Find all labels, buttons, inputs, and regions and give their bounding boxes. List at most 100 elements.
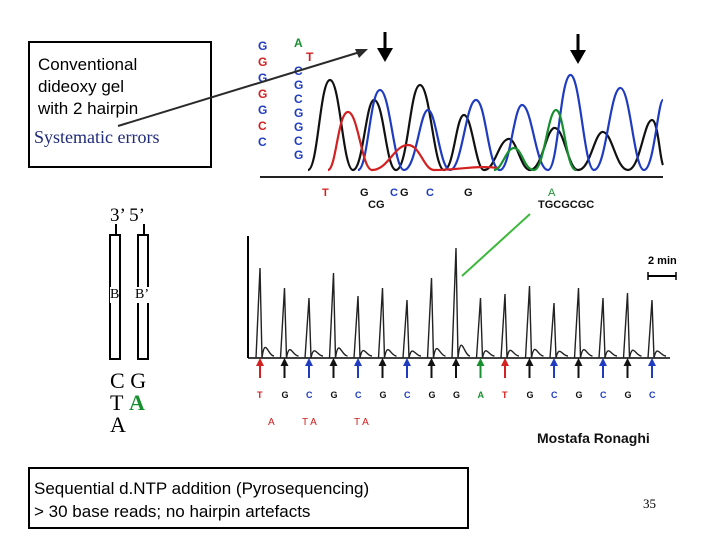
- up-arrow-icon: [648, 358, 656, 378]
- green-connector-line: [461, 213, 531, 277]
- pair-left-base: A: [110, 412, 126, 437]
- base-call: T: [322, 187, 329, 199]
- hairpin-end-labels: 3’ 5’: [110, 205, 145, 227]
- pair-right-base: A: [128, 390, 145, 415]
- pyrogram-base-call: C: [649, 390, 656, 400]
- up-arrow-icon: [403, 358, 411, 378]
- pyrogram-peaks: [255, 247, 667, 359]
- pyrogram-base-call: C: [600, 390, 607, 400]
- up-arrow-icon: [280, 358, 289, 378]
- gel-left-base: G: [258, 103, 268, 117]
- pyrogram-base-call: G: [625, 390, 632, 400]
- pair-left-base: T: [110, 390, 124, 415]
- pyrogram-peak: [647, 299, 667, 359]
- up-arrow-icon: [574, 358, 583, 378]
- pair-row: C G: [110, 370, 146, 392]
- pyrogram-peak: [451, 247, 471, 359]
- pyrogram-base-call: T: [502, 390, 508, 400]
- up-arrow-icon: [599, 358, 607, 378]
- scale-bar-label: 2 min: [648, 255, 677, 267]
- trace-green: [493, 108, 577, 172]
- extra-base: T A: [302, 417, 317, 428]
- base-call: A: [548, 187, 556, 199]
- pyrosequencing-textbox: Sequential d.NTP addition (Pyrosequencin…: [28, 467, 469, 529]
- pyrogram-base-call: C: [306, 390, 313, 400]
- pair-row: T A: [110, 392, 146, 414]
- gel-right-base: C: [294, 134, 303, 148]
- pointer-line: [117, 51, 361, 127]
- credit-label: Mostafa Ronaghi: [537, 430, 650, 446]
- trace-black: [306, 78, 665, 172]
- page-number: 35: [643, 496, 656, 511]
- pyrogram-peak: [475, 297, 495, 359]
- gel-ladder: G G G G G C C A T C G C G G C G: [258, 36, 328, 178]
- textbox-line-2: dideoxy gel: [38, 77, 125, 96]
- up-arrow-icon: [525, 358, 534, 378]
- base-call-group: CG: [368, 199, 385, 211]
- pyrogram-peak: [524, 285, 544, 359]
- gel-left-base: G: [258, 55, 268, 69]
- scale-bar: 2 min: [647, 255, 677, 280]
- down-arrow-icon: [377, 32, 393, 62]
- pyrogram-base-call: G: [453, 390, 460, 400]
- base-call: C: [426, 187, 434, 199]
- pyrogram-peak: [426, 277, 446, 359]
- gel-left-base: G: [258, 71, 268, 85]
- gel-left-base: C: [258, 135, 267, 149]
- five-prime-label: 5’: [129, 205, 145, 226]
- pyrogram-peak: [279, 287, 299, 359]
- gel-left-base: G: [258, 87, 268, 101]
- dideoxy-gel-textbox: Conventional dideoxy gel with 2 hairpin …: [28, 41, 212, 168]
- up-arrow-icon: [305, 358, 313, 378]
- pyrogram-base-call: G: [331, 390, 338, 400]
- gel-right-base: A: [294, 36, 303, 50]
- pyrogram-peak: [573, 287, 593, 359]
- pyrogram-peak: [328, 272, 348, 359]
- strand-left-label: B: [110, 287, 120, 303]
- textbox-line-3: with 2 hairpin: [38, 99, 139, 118]
- textbox-line-2: > 30 base reads; no hairpin artefacts: [34, 502, 311, 521]
- pointer-arrowhead-icon: [355, 49, 368, 58]
- gel-left-base: C: [258, 119, 267, 133]
- strand-right-label: B’: [135, 287, 149, 303]
- pyrogram-peak: [304, 297, 324, 359]
- pyrogram-peak: [402, 299, 422, 359]
- up-arrow-icon: [427, 358, 436, 378]
- pyrogram-peak: [377, 287, 397, 359]
- pyrogram-base-call: T: [257, 390, 263, 400]
- pyrogram-base-call: G: [527, 390, 534, 400]
- gel-right-base: C: [294, 92, 303, 106]
- chromatogram: T G C G C G A CG TGCGCGC: [260, 32, 665, 211]
- gel-right-base: T: [306, 50, 314, 64]
- up-arrow-icon: [501, 358, 509, 378]
- systematic-errors-label: Systematic errors: [34, 127, 160, 147]
- textbox-line-1: Sequential d.NTP addition (Pyrosequencin…: [34, 479, 370, 498]
- up-arrow-icon: [476, 358, 485, 378]
- gel-right-base: G: [294, 148, 304, 162]
- pair-left-base: C: [110, 368, 125, 393]
- up-arrow-icon: [354, 358, 362, 378]
- up-arrow-icon: [256, 358, 264, 378]
- pyrogram-base-call: G: [380, 390, 387, 400]
- extra-base: T A: [354, 417, 369, 428]
- down-arrow-icon: [570, 34, 586, 64]
- pyrogram-peak: [549, 302, 569, 359]
- pyrogram-peak: [500, 293, 520, 359]
- textbox-line-1: Conventional: [38, 55, 138, 74]
- chromatogram-base-calls: T G C G C G A CG TGCGCGC: [322, 187, 594, 211]
- gel-right-base: G: [294, 78, 304, 92]
- base-call: C: [390, 187, 398, 199]
- up-arrow-icon: [550, 358, 558, 378]
- base-call: G: [400, 187, 409, 199]
- trace-red: [326, 110, 499, 172]
- pair-row: A: [110, 414, 146, 436]
- pyrogram-peak: [622, 292, 642, 359]
- pyrogram-base-call: C: [355, 390, 362, 400]
- extra-base: A: [268, 417, 275, 428]
- gel-right-base: G: [294, 106, 304, 120]
- pyrogram-arrows: [256, 358, 656, 378]
- pyrogram-base-call: G: [429, 390, 436, 400]
- gel-left-base: G: [258, 39, 268, 53]
